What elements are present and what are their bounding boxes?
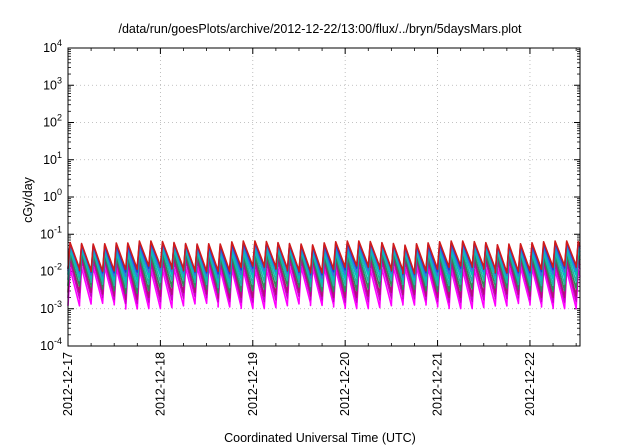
y-tick-label: 101: [43, 150, 62, 167]
y-tick-label: 10-1: [40, 224, 62, 241]
series-line: [67, 252, 581, 295]
x-tick-label: 2012-12-20: [338, 352, 352, 416]
x-axis-label: Coordinated Universal Time (UTC): [224, 431, 416, 445]
y-tick-label: 100: [43, 187, 62, 204]
y-tick-label-base: 10: [43, 78, 57, 92]
x-tick-label: 2012-12-19: [246, 352, 260, 416]
y-tick-label-base: 10: [40, 265, 54, 279]
y-tick-label: 10-4: [40, 336, 62, 353]
y-tick-label: 10-2: [40, 262, 62, 279]
y-tick-label-base: 10: [40, 302, 54, 316]
x-tick-label: 2012-12-22: [523, 352, 537, 416]
y-tick-label-base: 10: [40, 227, 54, 241]
y-tick-label-exponent: 0: [57, 187, 62, 197]
y-tick-label-base: 10: [40, 339, 54, 353]
x-tick-label: 2012-12-17: [61, 352, 75, 416]
y-tick-label-base: 10: [43, 41, 57, 55]
series-line: [67, 240, 581, 275]
x-tick-label: 2012-12-18: [153, 352, 167, 416]
y-tick-label-exponent: -4: [54, 336, 62, 346]
y-tick-label-exponent: 3: [57, 75, 62, 85]
y-tick-label-exponent: 2: [57, 113, 62, 123]
y-tick-label-exponent: -3: [54, 299, 62, 309]
y-tick-label: 10-3: [40, 299, 62, 316]
x-tick-label: 2012-12-21: [431, 352, 445, 416]
y-tick-label-exponent: -1: [54, 224, 62, 234]
y-tick-label-base: 10: [43, 190, 57, 204]
plot-border: [67, 47, 581, 347]
y-tick-label-exponent: 4: [57, 38, 62, 48]
y-tick-label-base: 10: [43, 116, 57, 130]
y-tick-label: 104: [43, 38, 62, 55]
y-tick-label-exponent: -2: [54, 262, 62, 272]
y-tick-label-base: 10: [43, 153, 57, 167]
y-tick-label: 103: [43, 75, 62, 92]
chart-title: /data/run/goesPlots/archive/2012-12-22/1…: [118, 22, 522, 36]
y-tick-label-exponent: 1: [57, 150, 62, 160]
y-tick-label: 102: [43, 113, 62, 130]
